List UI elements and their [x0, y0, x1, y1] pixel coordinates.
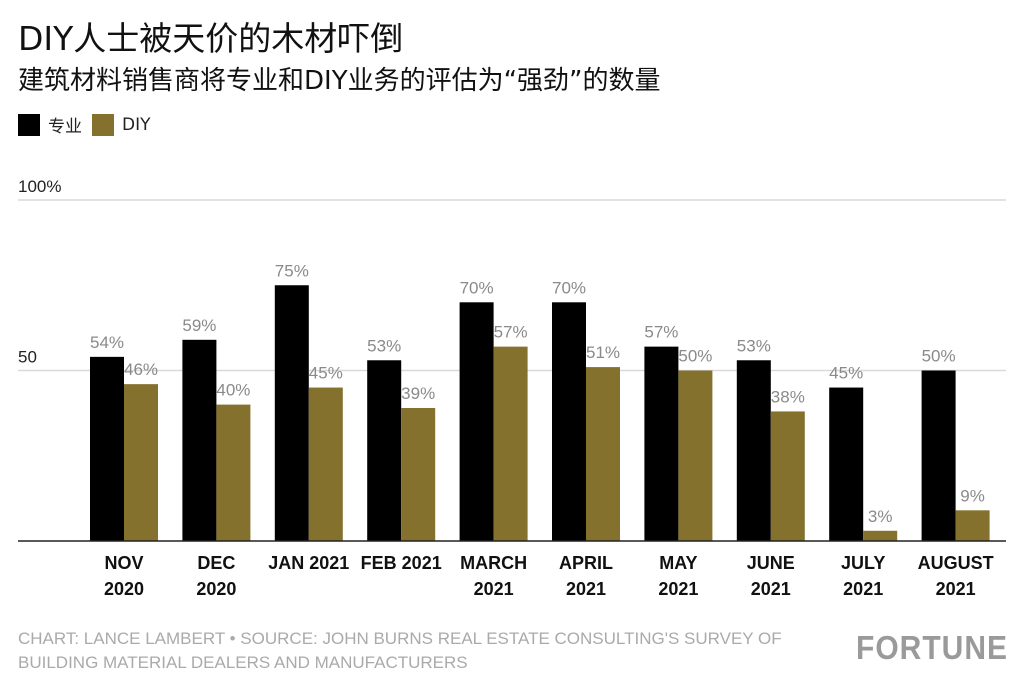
- data-label: 53%: [367, 336, 401, 355]
- x-tick-label: 2021: [936, 579, 976, 599]
- legend-swatch-pro: [18, 113, 40, 136]
- bar-pro: [552, 302, 586, 541]
- y-tick-label: 50: [18, 348, 37, 367]
- x-tick-label: MAY: [659, 553, 697, 573]
- bar-pro: [459, 302, 494, 541]
- x-tick-label: NOV: [104, 553, 143, 573]
- bar-diy: [955, 510, 990, 541]
- data-label: 45%: [829, 364, 863, 383]
- bar-diy: [124, 384, 158, 541]
- x-tick-label: 2021: [474, 579, 514, 599]
- data-label: 57%: [494, 323, 528, 342]
- data-label: 75%: [275, 261, 309, 280]
- chart-subtitle: 建筑材料销售商将专业和DIY业务的评估为“强劲”的数量: [18, 66, 661, 96]
- data-label: 70%: [552, 278, 586, 297]
- data-label: 40%: [216, 381, 250, 400]
- data-label: 45%: [309, 364, 343, 383]
- x-tick-label: APRIL: [559, 553, 613, 573]
- bar-pro: [274, 285, 309, 541]
- bar-diy: [863, 530, 898, 541]
- legend-swatch-diy: [92, 113, 114, 136]
- legend: 专业 DIY: [18, 112, 161, 137]
- data-label: 38%: [771, 387, 805, 406]
- data-label: 54%: [90, 333, 124, 352]
- x-tick-label: FEB 2021: [361, 553, 442, 573]
- data-label: 39%: [401, 384, 435, 403]
- bar-pro: [921, 370, 956, 541]
- x-tick-label: 2020: [104, 579, 144, 599]
- data-label: 70%: [460, 278, 494, 297]
- data-label: 50%: [678, 347, 712, 366]
- x-tick-label: 2020: [196, 579, 236, 599]
- x-tick-label: AUGUST: [918, 553, 994, 573]
- bar-diy: [678, 370, 713, 541]
- x-tick-label: JULY: [841, 553, 885, 573]
- bar-pro: [736, 360, 771, 541]
- data-label: 3%: [868, 507, 893, 526]
- x-tick-label: 2021: [751, 579, 791, 599]
- data-label: 59%: [182, 316, 216, 335]
- bar-diy: [493, 346, 528, 541]
- bar-diy: [586, 367, 620, 541]
- bar-pro: [644, 346, 679, 541]
- bar-pro: [90, 356, 124, 541]
- data-label: 53%: [737, 336, 771, 355]
- x-tick-label: JUNE: [747, 553, 795, 573]
- fortune-logo: FORTUNE: [856, 630, 1008, 667]
- chart-title: DIY人士被天价的木材吓倒: [18, 19, 404, 58]
- data-label: 50%: [922, 347, 956, 366]
- bar-pro: [182, 339, 217, 541]
- y-tick-label: 100%: [18, 177, 61, 196]
- legend-label-pro: 专业: [48, 117, 82, 137]
- bar-pro: [367, 360, 402, 541]
- bar-diy: [308, 387, 343, 541]
- x-tick-label: DEC: [197, 553, 235, 573]
- x-tick-label: 2021: [658, 579, 698, 599]
- legend-label-diy: DIY: [122, 114, 151, 135]
- x-tick-label: JAN 2021: [268, 553, 349, 573]
- data-label: 51%: [586, 343, 620, 362]
- bar-diy: [401, 408, 436, 541]
- bar-diy: [770, 411, 805, 541]
- data-label: 9%: [960, 486, 985, 505]
- x-tick-label: MARCH: [460, 553, 527, 573]
- bar-pro: [829, 387, 864, 541]
- x-tick-label: 2021: [843, 579, 883, 599]
- bar-diy: [216, 404, 251, 541]
- data-label: 57%: [644, 323, 678, 342]
- footer-credit: CHART: LANCE LAMBERT • SOURCE: JOHN BURN…: [18, 629, 782, 672]
- data-label: 46%: [124, 360, 158, 379]
- x-tick-label: 2021: [566, 579, 606, 599]
